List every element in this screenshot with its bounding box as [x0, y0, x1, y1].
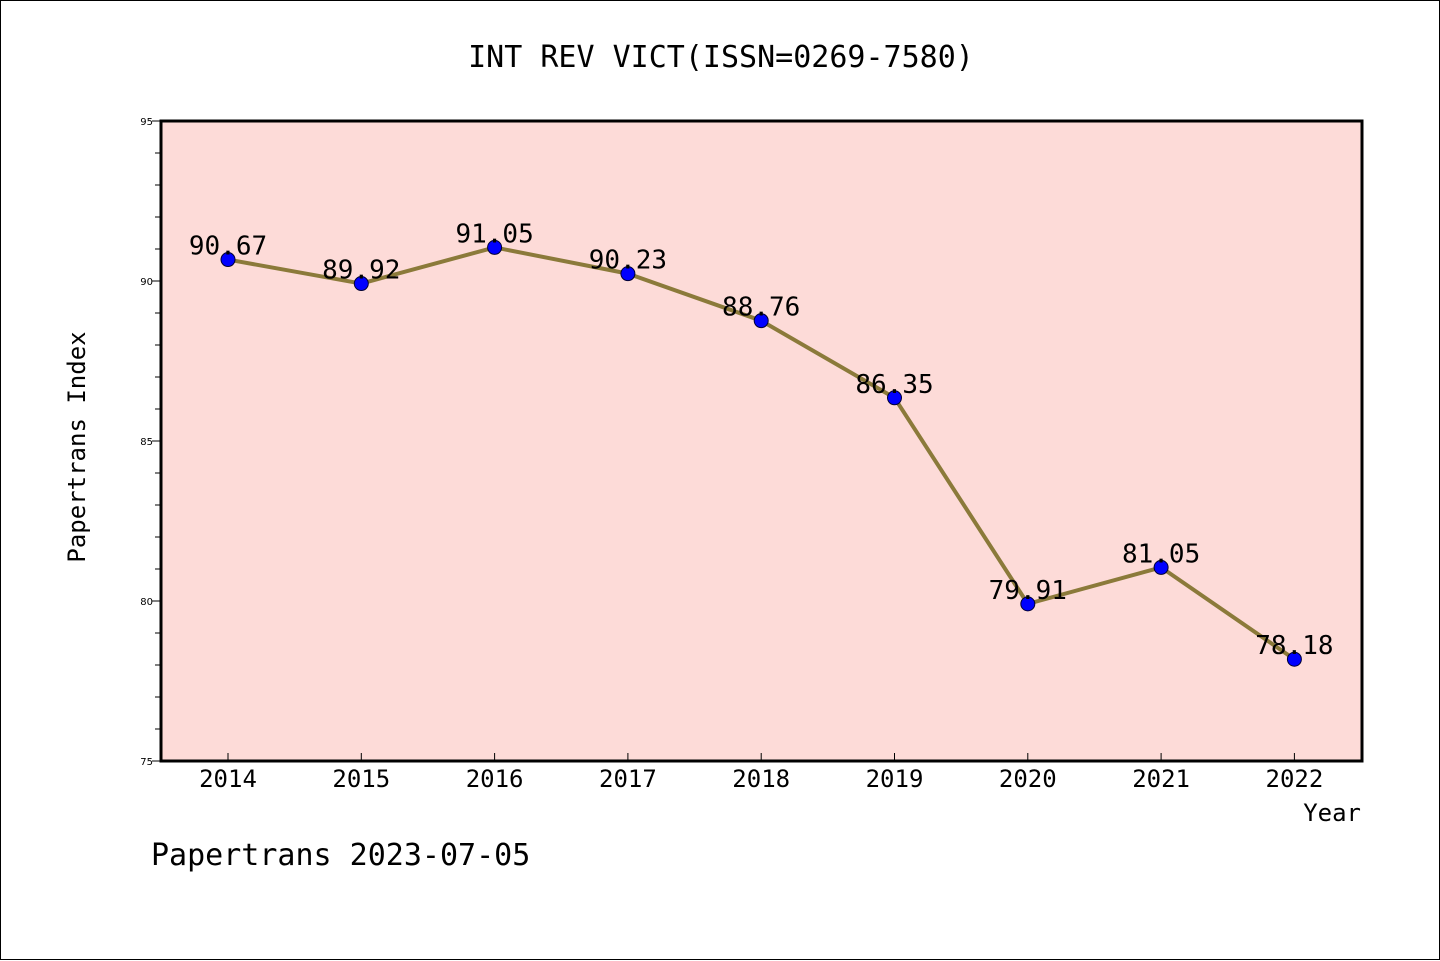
data-point: [620, 266, 636, 282]
data-label: 78.18: [1255, 631, 1333, 661]
data-label: 88.76: [722, 293, 800, 323]
x-tick-label: 2018: [732, 765, 790, 793]
x-axis: 2014 2015 2016 2017 2018 2019 2020 2021 2022: [199, 753, 1323, 793]
data-label: 90.67: [189, 232, 267, 262]
data-label: 79.91: [989, 576, 1067, 606]
x-tick-label: 2020: [999, 765, 1057, 793]
y-tick-label: 80: [140, 597, 153, 608]
data-point: [753, 313, 769, 329]
data-label: 91.05: [455, 219, 533, 249]
data-point: [220, 252, 236, 268]
y-axis-label: Papertrans Index: [63, 331, 91, 562]
data-point: [1020, 596, 1036, 612]
data-point: [1153, 559, 1169, 575]
plot-area: [159, 119, 1364, 763]
data-point: [353, 276, 369, 292]
x-tick-label: 2021: [1132, 765, 1190, 793]
x-tick-label: 2015: [332, 765, 390, 793]
x-tick-label: 2022: [1266, 765, 1324, 793]
x-axis-label: Year: [1303, 799, 1361, 827]
x-tick-label: 2014: [199, 765, 257, 793]
series-group: 90.67 89.92 91.05 90.23 88.76 86.35 79.91 81.05…: [189, 219, 1334, 667]
y-tick-label: 85: [140, 437, 153, 448]
y-tick-label: 90: [140, 277, 153, 288]
x-tick-label: 2019: [866, 765, 924, 793]
data-label: 81.05: [1122, 539, 1200, 569]
x-tick-label: 2017: [599, 765, 657, 793]
data-point: [1286, 651, 1302, 667]
y-tick-label: 95: [140, 117, 153, 128]
x-tick-label: 2016: [466, 765, 524, 793]
data-label: 90.23: [589, 246, 667, 276]
data-point: [487, 239, 503, 255]
data-label: 86.35: [855, 370, 933, 400]
data-label: 89.92: [322, 256, 400, 286]
data-point: [887, 390, 902, 406]
y-axis: 75 80 85 90 95: [140, 117, 161, 768]
footer-date: Papertrans 2023-07-05: [151, 838, 530, 873]
chart-title: INT REV VICT(ISSN=0269-7580): [468, 40, 974, 75]
y-tick-label: 75: [140, 757, 153, 768]
